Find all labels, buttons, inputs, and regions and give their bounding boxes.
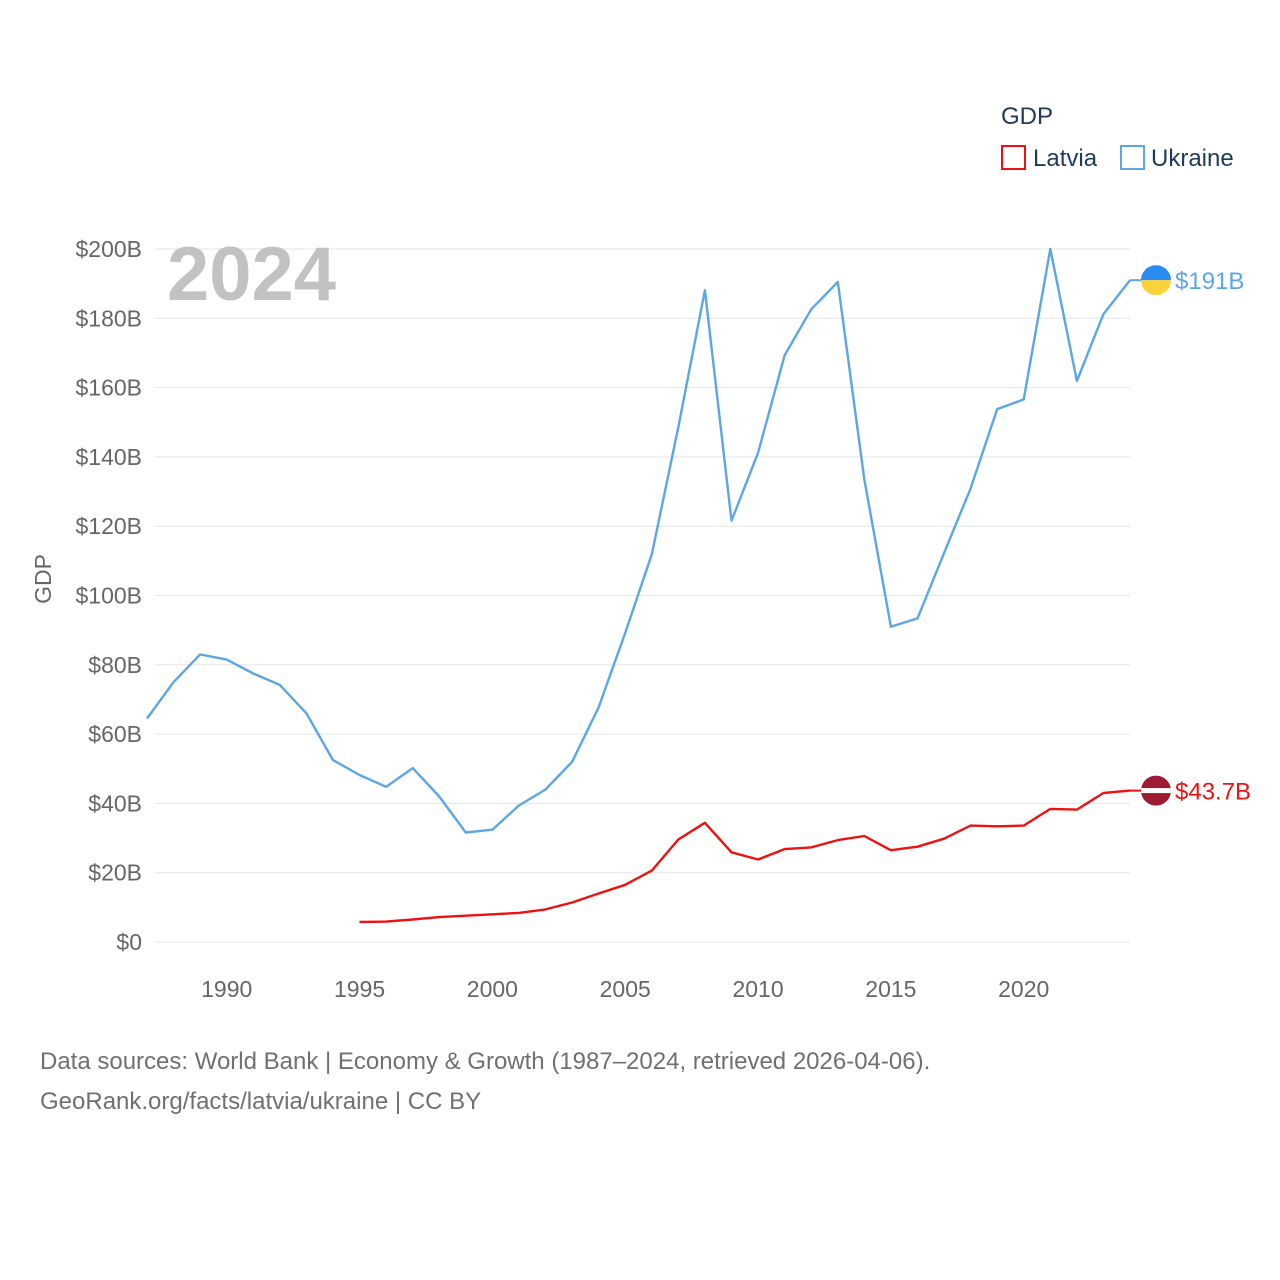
legend-label-latvia: Latvia <box>1033 145 1098 172</box>
flag-icon-latvia <box>1141 775 1171 806</box>
legend-swatch-latvia <box>1001 145 1026 170</box>
x-tick-label: 2005 <box>600 976 651 1002</box>
x-tick-label: 1990 <box>201 976 252 1002</box>
x-tick-label: 2015 <box>865 976 916 1002</box>
y-tick-label: $20B <box>88 860 142 886</box>
attribution-link[interactable]: GeoRank.org/facts/latvia/ukraine | CC BY <box>40 1088 482 1115</box>
x-tick-label: 2020 <box>998 976 1049 1002</box>
y-tick-label: $40B <box>88 790 142 816</box>
y-tick-label: $80B <box>88 652 142 678</box>
gridlines <box>155 248 1130 943</box>
y-tick-label: $140B <box>75 444 142 470</box>
x-tick-label: 2010 <box>732 976 783 1002</box>
y-tick-label: $100B <box>75 583 142 609</box>
y-tick-label: $60B <box>88 721 142 747</box>
y-axis-title: GDP <box>30 554 56 604</box>
legend: GDP Latvia Ukraine <box>1001 103 1234 172</box>
legend-item-latvia[interactable]: Latvia <box>1001 145 1098 172</box>
y-tick-label: $0 <box>116 929 142 955</box>
flag-icon-ukraine <box>1141 265 1171 296</box>
x-axis-ticks: 1990 1995 2000 2005 2010 2015 2020 <box>201 976 1049 1002</box>
series-line-latvia[interactable] <box>359 789 1131 924</box>
y-axis-ticks: $0 $20B $40B $60B $80B $100B $120B $140B $160B $1… <box>75 236 142 955</box>
series-lines <box>146 247 1131 924</box>
end-labels: $43.7B $191B <box>1130 265 1251 806</box>
end-value-label-ukraine: $191B <box>1175 268 1244 295</box>
legend-item-ukraine[interactable]: Ukraine <box>1120 145 1234 172</box>
footer: Data sources: World Bank | Economy & Gro… <box>40 1042 930 1122</box>
y-tick-label: $160B <box>75 375 142 401</box>
legend-swatch-ukraine <box>1120 145 1145 170</box>
data-sources-text: Data sources: World Bank | Economy & Gro… <box>40 1048 931 1075</box>
series-line-ukraine[interactable] <box>146 247 1131 834</box>
x-tick-label: 1995 <box>334 976 385 1002</box>
end-value-label-latvia: $43.7B <box>1175 779 1251 806</box>
y-tick-label: $180B <box>75 305 142 331</box>
x-tick-label: 2000 <box>467 976 518 1002</box>
legend-label-ukraine: Ukraine <box>1151 145 1234 172</box>
y-tick-label: $200B <box>75 236 142 262</box>
year-label: 2024 <box>167 232 336 317</box>
gdp-line-chart: $0 $20B $40B $60B $80B $100B $120B $140B $160B $1… <box>30 103 1251 1002</box>
y-tick-label: $120B <box>75 513 142 539</box>
legend-title: GDP <box>1001 103 1053 130</box>
